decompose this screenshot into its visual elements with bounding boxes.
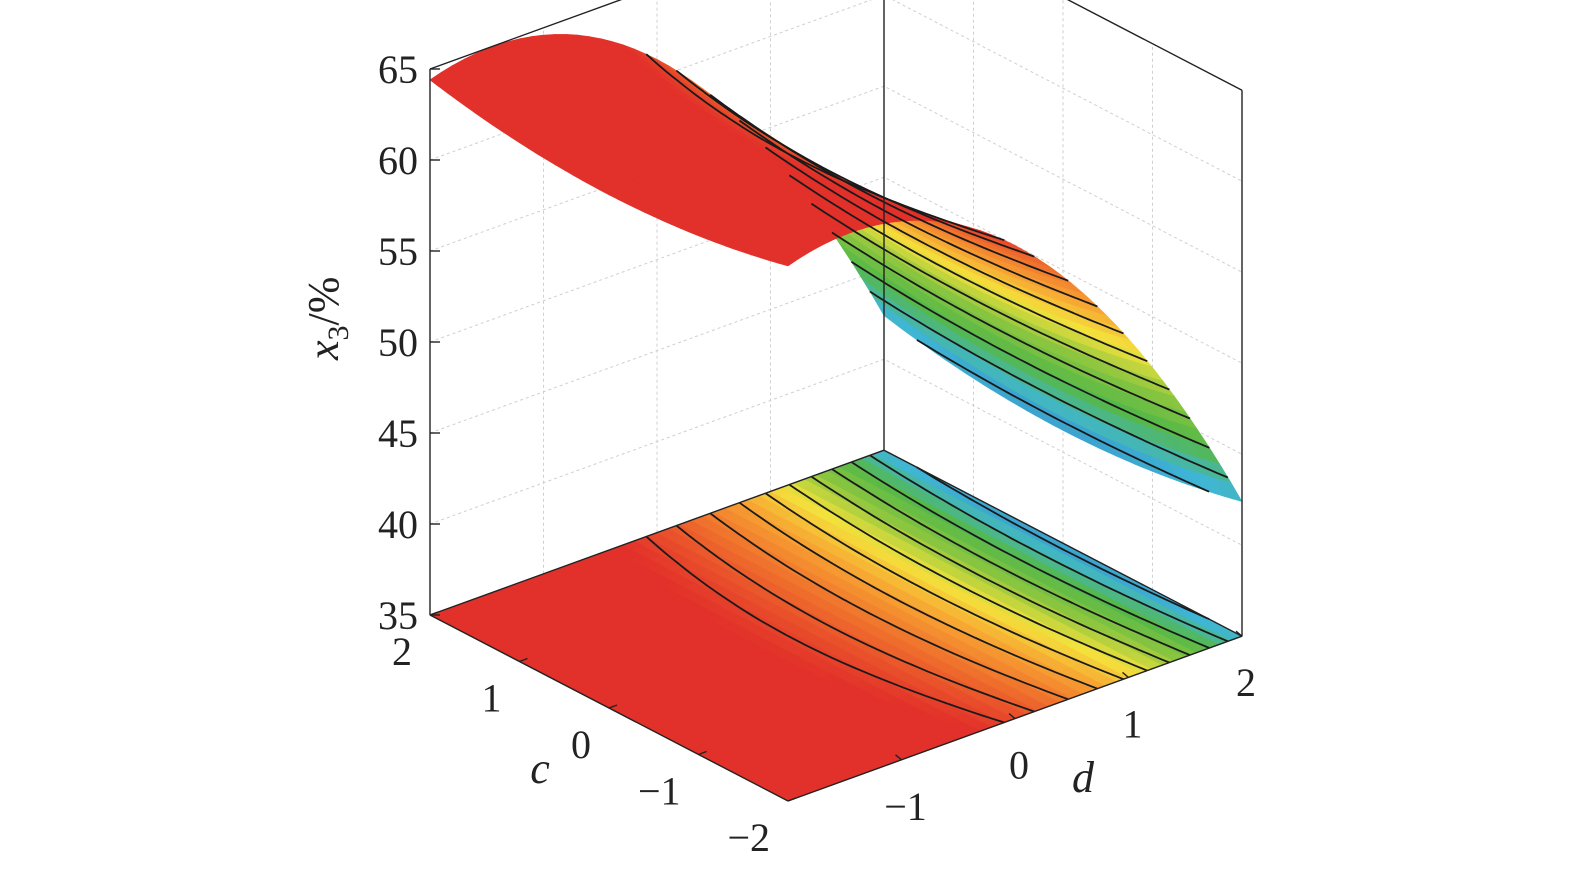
d-tick-mark bbox=[1122, 671, 1129, 678]
z-tick-label: 65 bbox=[378, 47, 418, 92]
c-tick-label: −2 bbox=[727, 815, 770, 860]
z-tick-label: 50 bbox=[378, 320, 418, 365]
surface-contour-line bbox=[850, 261, 1210, 449]
z-tick-label: 40 bbox=[378, 502, 418, 547]
z-tick-label: 45 bbox=[378, 411, 418, 456]
y-axis-title: d bbox=[1072, 753, 1095, 802]
c-tick-mark bbox=[429, 611, 439, 616]
d-tick-label: 2 bbox=[1236, 660, 1256, 705]
back-top-edge-right bbox=[1066, 0, 1243, 91]
surface-contour-line bbox=[831, 231, 1191, 420]
c-tick-label: −1 bbox=[638, 769, 681, 814]
floor-contour-line bbox=[738, 501, 1098, 690]
surface-contour-line bbox=[738, 119, 1098, 308]
surface-contour-line bbox=[645, 53, 1005, 242]
z-tick-label: 55 bbox=[378, 229, 418, 274]
d-tick-mark bbox=[895, 754, 902, 761]
floor-contour-lines bbox=[645, 454, 1229, 724]
floor-back-edge-right bbox=[883, 449, 1243, 637]
surface-contour-line bbox=[788, 174, 1148, 363]
axes-frame bbox=[429, 0, 1243, 802]
floor-back-edge-left bbox=[429, 449, 885, 616]
floor-contour-line bbox=[645, 535, 1005, 724]
floor-contour-line bbox=[675, 524, 1035, 713]
tick-labels: 35 40 45 50 55 60 65 2 1 0 −1 −2 −1 0 1 2 bbox=[378, 47, 1256, 860]
c-tick-label: 0 bbox=[571, 722, 591, 767]
d-tick-mark bbox=[1235, 630, 1243, 637]
z-axis-title-unit: /% bbox=[299, 277, 348, 326]
c-tick-mark bbox=[698, 750, 707, 756]
x-axis-title: c bbox=[530, 744, 550, 793]
grid-line-z bbox=[429, 0, 1243, 182]
floor-contour-line bbox=[869, 454, 1229, 643]
floor-contour-line bbox=[764, 492, 1124, 681]
d-tick-label: 1 bbox=[1123, 701, 1143, 746]
c-tick-mark bbox=[519, 657, 528, 663]
d-tick-label: 0 bbox=[1009, 743, 1029, 788]
surface-contour-line bbox=[869, 290, 1229, 479]
z-tick-label: 60 bbox=[378, 138, 418, 183]
c-tick-mark bbox=[787, 797, 797, 802]
floor-contour-map bbox=[429, 449, 1243, 802]
c-tick-label: 1 bbox=[482, 676, 502, 721]
z-axis-title: x3/% bbox=[299, 277, 355, 361]
surface-contour-line bbox=[764, 146, 1124, 335]
floor-contour-line bbox=[831, 468, 1191, 656]
d-tick-label: −1 bbox=[884, 784, 927, 829]
d-tick-mark bbox=[1008, 713, 1016, 720]
surface-contour-line bbox=[916, 339, 1210, 493]
surface-cell bbox=[778, 255, 801, 267]
surface-contour-line bbox=[810, 202, 1170, 391]
z-axis-title-subscript: 3 bbox=[322, 325, 355, 340]
z-axis-title-main: x bbox=[299, 340, 348, 361]
back-top-edge-left bbox=[429, 0, 623, 70]
c-tick-mark bbox=[608, 704, 618, 709]
floor-contour-line bbox=[850, 461, 1210, 649]
floor-contour-line bbox=[788, 483, 1148, 672]
c-tick-label: 2 bbox=[392, 629, 412, 674]
floor-contour-line bbox=[709, 512, 1069, 701]
z-tick-label: 35 bbox=[378, 593, 418, 638]
response-surface bbox=[429, 34, 1243, 502]
floor-contour-line bbox=[810, 475, 1170, 664]
